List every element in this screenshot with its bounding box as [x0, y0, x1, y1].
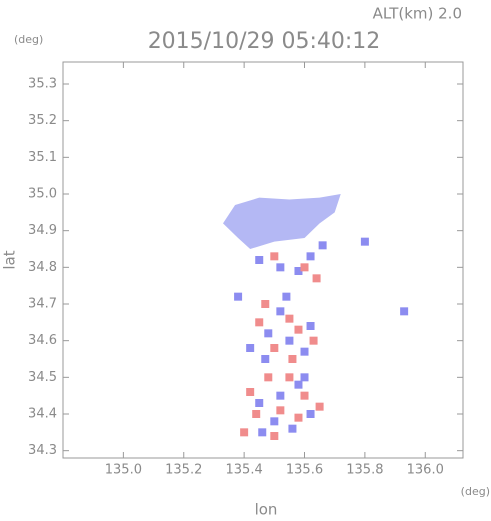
echo-cell	[255, 256, 264, 264]
echo-cell	[360, 237, 369, 246]
echo-cell	[306, 322, 315, 330]
echo-cell	[270, 432, 279, 440]
echo-cell	[285, 336, 294, 345]
echo-cell	[306, 252, 315, 261]
x-tick-label: 135.0	[105, 463, 142, 478]
altitude-label: ALT(km) 2.0	[373, 5, 462, 23]
echo-cell	[294, 325, 303, 334]
echo-cell	[270, 344, 279, 352]
echo-cell	[288, 355, 297, 363]
echo-cell	[276, 307, 285, 316]
echo-cell	[255, 318, 264, 327]
echo-cell	[240, 428, 249, 437]
echo-cell	[294, 267, 303, 275]
echo-cell	[276, 263, 285, 272]
chart-title: 2015/10/29 05:40:12	[148, 29, 381, 54]
y-axis-label: lat	[1, 250, 19, 269]
echo-cell	[264, 373, 273, 382]
echo-cell	[285, 373, 294, 382]
echo-cell	[270, 252, 279, 261]
y-tick-label: 34.5	[28, 370, 57, 385]
x-tick-label: 135.2	[165, 463, 202, 478]
y-tick-label: 34.4	[28, 407, 57, 422]
y-tick-label: 35.0	[28, 187, 57, 202]
x-tick-label: 135.8	[346, 463, 383, 478]
y-tick-label: 35.3	[28, 77, 57, 92]
y-tick-label: 34.9	[28, 223, 57, 238]
echo-cell	[294, 380, 303, 389]
echo-cell	[312, 274, 321, 283]
echo-cell	[261, 300, 270, 308]
echo-cell	[300, 373, 309, 382]
y-tick-label: 34.7	[28, 297, 57, 312]
y-tick-label: 34.6	[28, 333, 57, 348]
y-tick-label: 35.1	[28, 150, 57, 165]
x-tick-label: 136.0	[407, 463, 444, 478]
echo-cell	[234, 292, 243, 301]
echo-cell	[294, 413, 303, 422]
plot-frame	[62, 61, 464, 459]
y-unit: (deg)	[14, 33, 43, 46]
echo-cell	[261, 355, 270, 363]
echo-cell	[246, 344, 255, 352]
echo-cell	[270, 417, 279, 426]
x-unit: (deg)	[461, 485, 490, 498]
echo-cell	[276, 406, 285, 415]
echo-cell	[288, 424, 297, 433]
echo-cell	[306, 410, 315, 418]
x-axis-label: lon	[255, 501, 278, 519]
echo-cell	[300, 263, 309, 272]
echo-cell	[264, 329, 273, 338]
x-tick-label: 135.4	[226, 463, 263, 478]
x-tick-label: 135.6	[286, 463, 323, 478]
y-tick-label: 34.3	[28, 443, 57, 458]
echo-cell	[276, 391, 285, 400]
echo-cell	[315, 402, 324, 411]
echo-cell	[252, 410, 261, 418]
y-tick-label: 35.2	[28, 113, 57, 128]
echo-cell	[258, 428, 267, 437]
echo-cell	[246, 388, 255, 396]
echo-cell	[300, 391, 309, 400]
echo-cell	[400, 307, 409, 316]
echo-cell	[300, 347, 309, 356]
echo-region	[223, 194, 341, 249]
echo-cell	[285, 314, 294, 323]
y-tick-label: 34.8	[28, 260, 57, 275]
echo-cell	[255, 399, 264, 407]
echo-cell	[318, 241, 327, 250]
echo-cell	[282, 292, 291, 301]
echo-cell	[309, 336, 318, 345]
